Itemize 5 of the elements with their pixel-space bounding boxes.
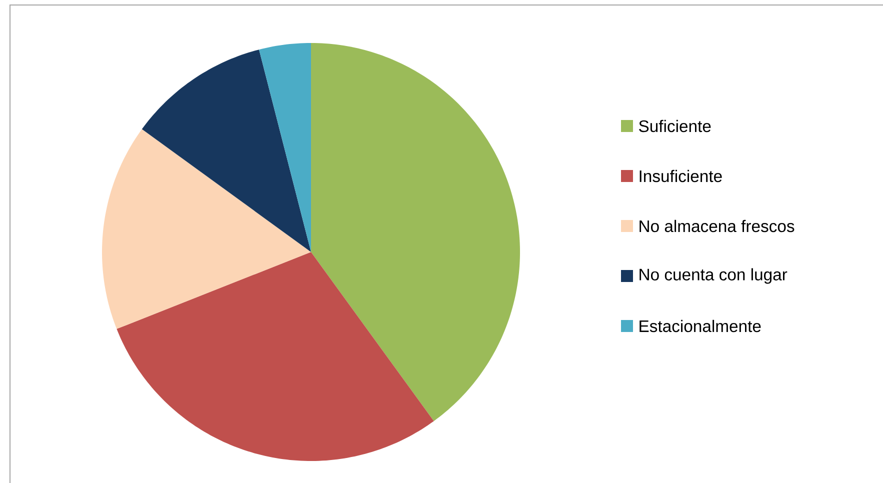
legend-label: Suficiente: [639, 120, 711, 132]
legend-label: Insuficiente: [640, 170, 722, 182]
legend-label: No almacena frescos: [640, 220, 794, 232]
legend-label: Estacionalmente: [640, 320, 761, 332]
legend-label: No cuenta con lugar: [640, 268, 788, 284]
